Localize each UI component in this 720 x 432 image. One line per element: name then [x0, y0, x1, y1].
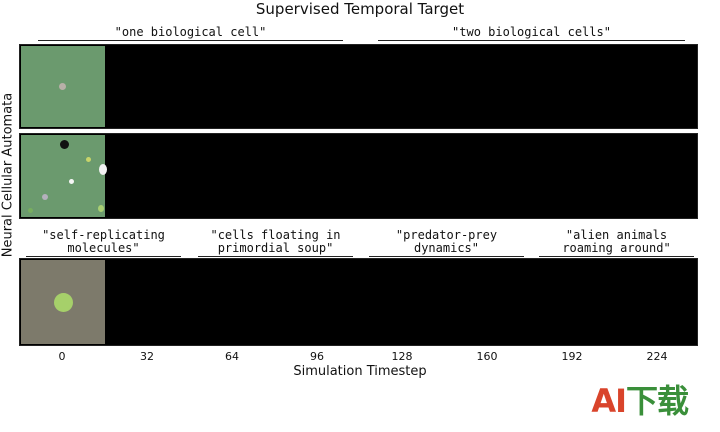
underline-top-right: [378, 40, 685, 41]
prompt-self-replicating-molecules: "self-replicating molecules": [42, 228, 165, 255]
x-tick-32: 32: [140, 350, 154, 363]
nca-strip-3: [19, 258, 698, 346]
prompt-two-biological-cells: "two biological cells": [452, 25, 611, 39]
prompt-one-biological-cell: "one biological cell": [114, 25, 267, 39]
x-tick-128: 128: [391, 350, 413, 363]
cell-grey: [42, 194, 48, 200]
underline-b1: [26, 256, 181, 257]
figure-title: Supervised Temporal Target: [255, 0, 465, 18]
underline-b3: [369, 256, 524, 257]
underline-top-left: [38, 40, 343, 41]
x-tick-0: 0: [58, 350, 66, 363]
y-axis-label: Neural Cellular Automata: [0, 92, 16, 258]
nca-strip-1: [19, 44, 698, 129]
x-tick-160: 160: [476, 350, 498, 363]
underline-b4: [539, 256, 694, 257]
cell-white-small: [69, 179, 74, 184]
x-tick-224: 224: [646, 350, 668, 363]
nca-strip-2: [19, 133, 698, 219]
cell-black: [60, 140, 69, 149]
cell-faint-green: [28, 208, 33, 213]
x-tick-64: 64: [225, 350, 239, 363]
cell-green-large: [54, 293, 73, 312]
watermark-logo: AI下载: [591, 376, 689, 422]
frame-0-green: [21, 46, 105, 127]
cell-dot: [59, 83, 66, 90]
watermark-part1: AI: [591, 382, 627, 420]
cell-yellow-small: [86, 157, 91, 162]
x-tick-192: 192: [561, 350, 583, 363]
cell-green-edge: [98, 205, 104, 212]
cell-white-edge: [99, 164, 107, 175]
prompt-cells-floating: "cells floating in primordial soup": [210, 228, 341, 255]
prompt-alien-animals: "alien animals roaming around": [562, 228, 671, 255]
frame-0-olive: [21, 260, 105, 344]
x-tick-96: 96: [310, 350, 324, 363]
prompt-predator-prey: "predator-prey dynamics": [395, 228, 498, 255]
x-axis-label: Simulation Timestep: [293, 364, 427, 379]
watermark-part2: 下载: [625, 382, 689, 420]
frame-0-green-multi: [21, 135, 107, 217]
underline-b2: [198, 256, 353, 257]
